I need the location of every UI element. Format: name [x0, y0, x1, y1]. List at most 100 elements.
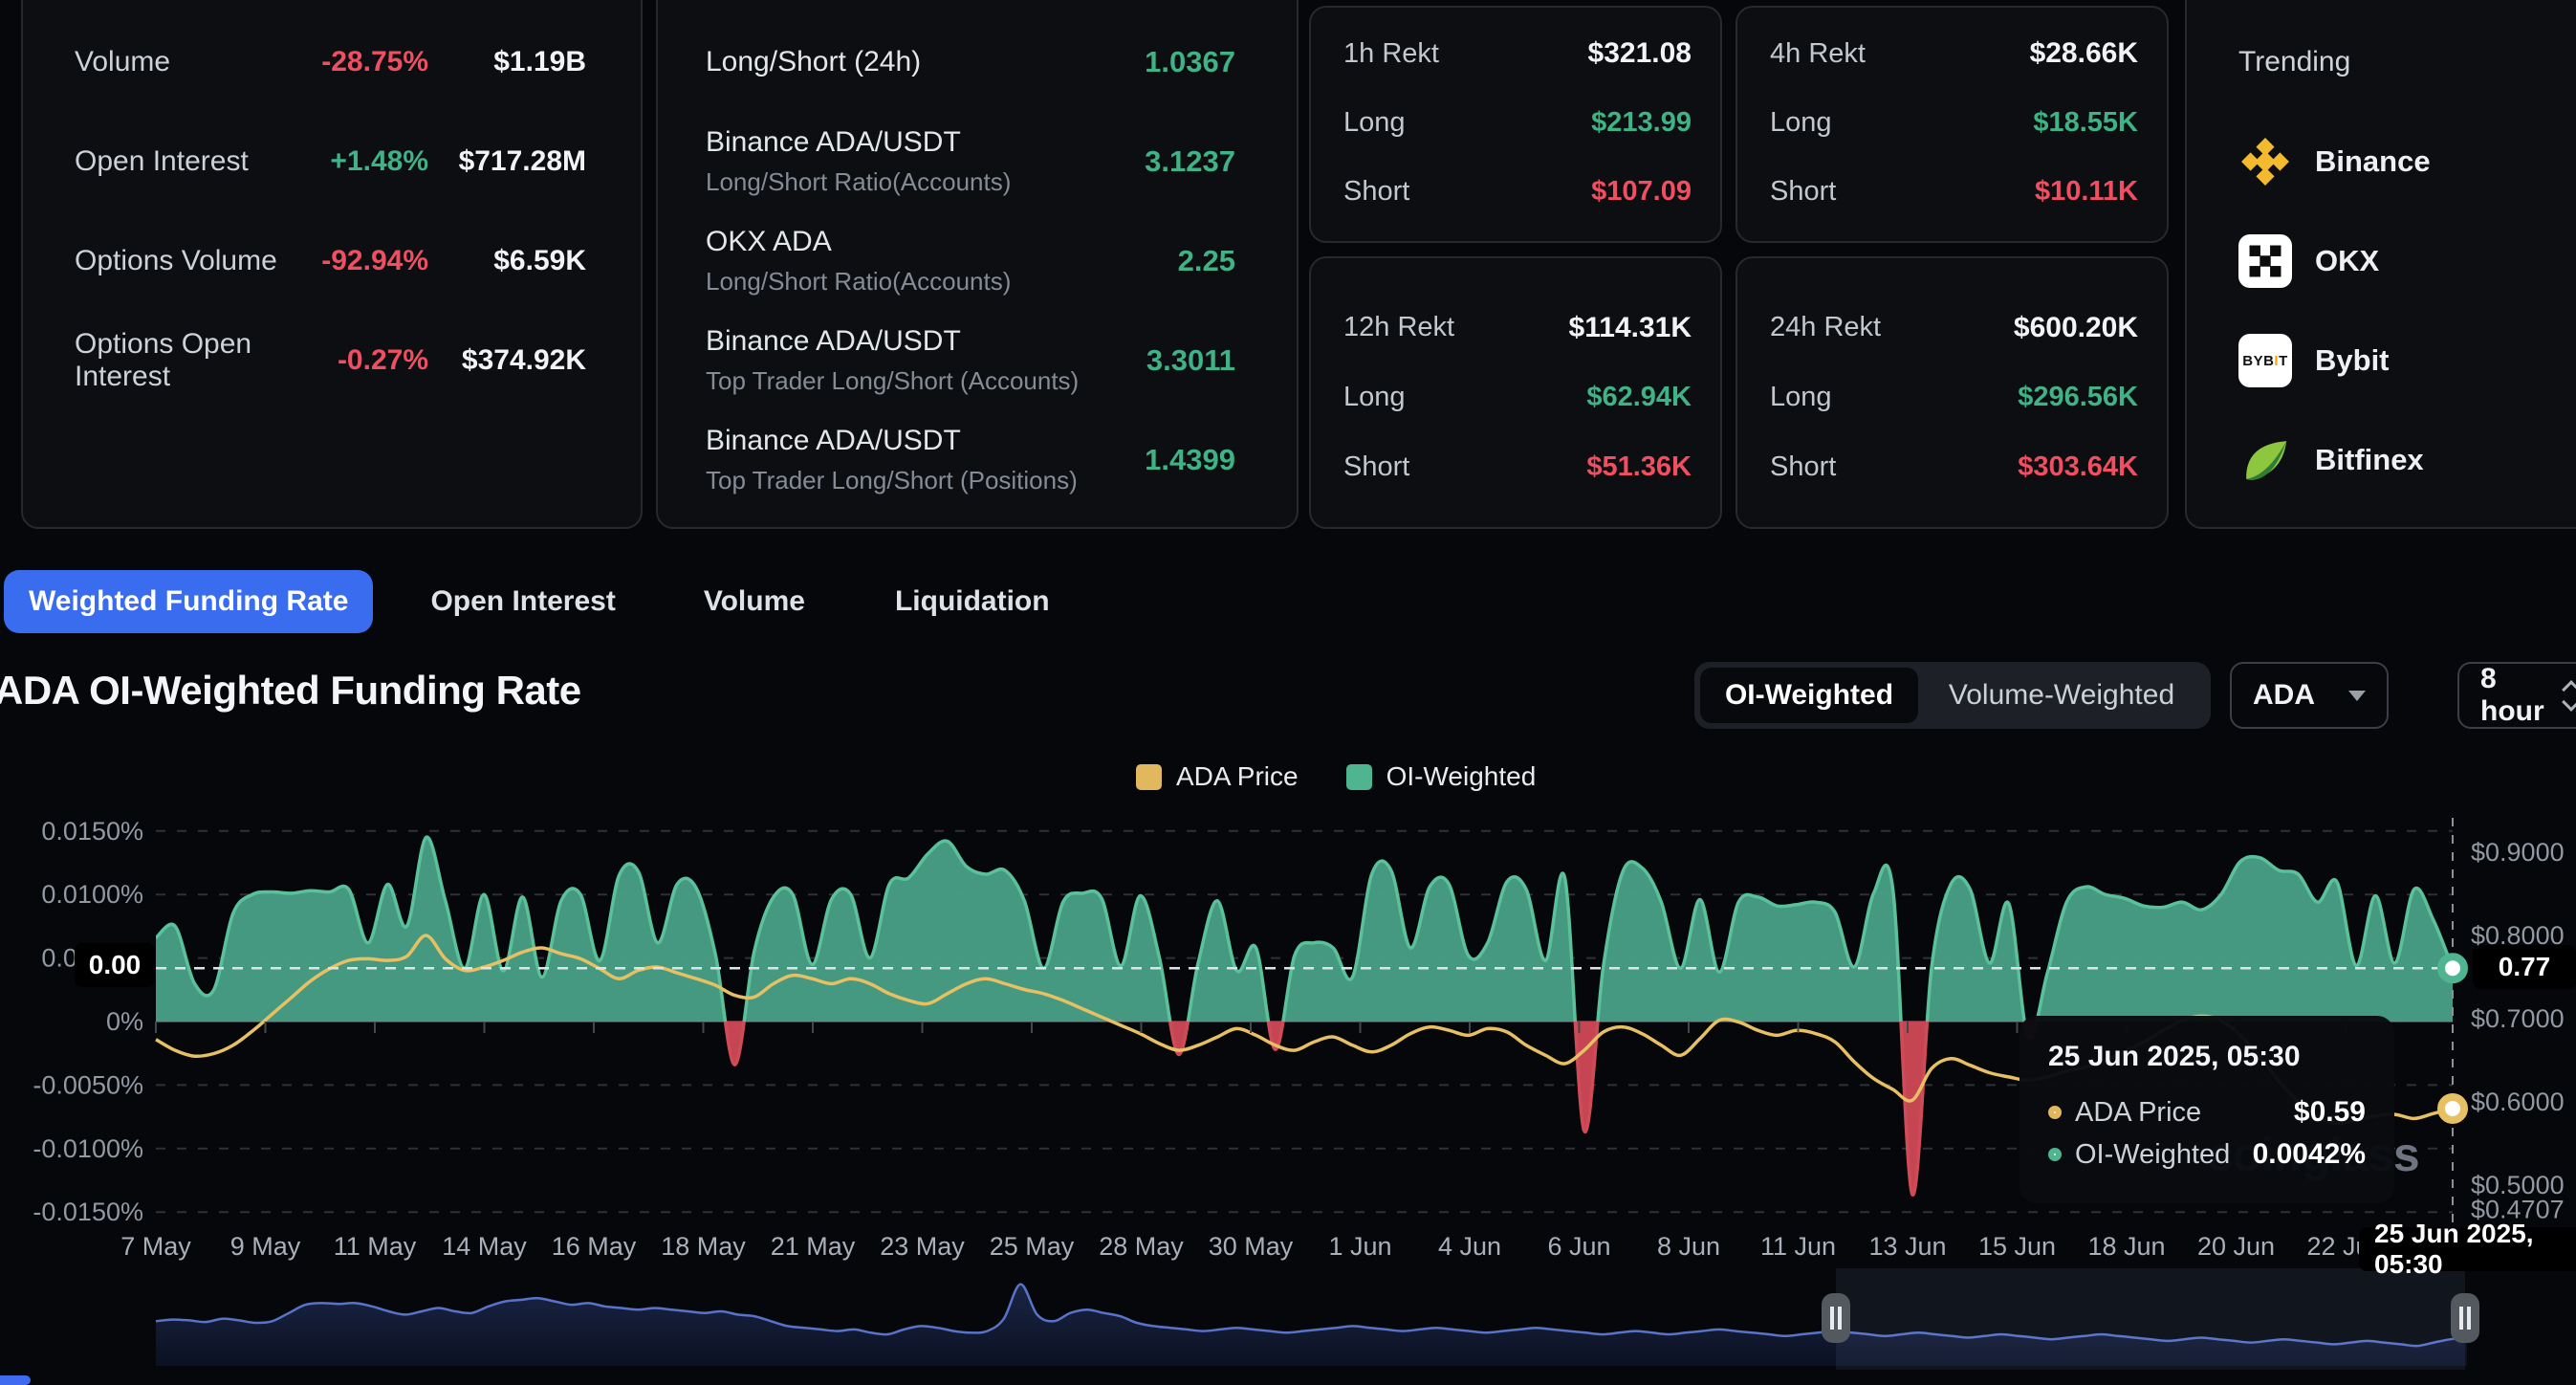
rekt-title: 12h Rekt	[1343, 312, 1455, 342]
rekt-4h-card: 4h Rekt $28.66K Long $18.55K Short $10.11K	[1736, 6, 2169, 243]
stat-label: Options Volume	[75, 245, 277, 276]
x-axis-tick: 14 May	[442, 1232, 527, 1261]
x-axis-tick: 18 Jun	[2087, 1232, 2165, 1261]
x-axis-tick: 11 Jun	[1760, 1232, 1836, 1261]
x-axis-tick: 11 May	[334, 1232, 417, 1261]
rekt-title: 1h Rekt	[1343, 37, 1439, 69]
interval-select-value: 8 hour	[2480, 663, 2544, 727]
right-axis-tick: $0.5000	[2471, 1171, 2565, 1199]
rekt-short-row: Short $107.09	[1343, 157, 1692, 226]
ratio-value: 3.1237	[1145, 144, 1235, 178]
stat-row: Options Open Interest -0.27% $374.92K	[75, 311, 586, 410]
x-axis-tick: 8 Jun	[1657, 1232, 1720, 1261]
ratio-title: Binance ADA/USDT	[706, 425, 961, 456]
x-axis-tick: 1 Jun	[1328, 1232, 1391, 1261]
trending-item-binance[interactable]: Binance	[2238, 112, 2565, 211]
tab-weighted-funding-rate[interactable]: Weighted Funding Rate	[4, 570, 374, 633]
tooltip-price-label: ADA Price	[2075, 1096, 2202, 1128]
trending-item-label: Bybit	[2315, 343, 2390, 377]
ratio-row: Binance ADA/USDT Top Trader Long/Short (P…	[706, 410, 1235, 510]
right-axis-tick: $0.7000	[2471, 1004, 2565, 1033]
rekt-short-key: Short	[1770, 175, 1837, 207]
drag-handle[interactable]	[2451, 1293, 2479, 1343]
rekt-total: $600.20K	[2013, 311, 2138, 343]
toggle-oi-weighted[interactable]: OI-Weighted	[1700, 668, 1918, 723]
x-axis-tick: 20 Jun	[2197, 1232, 2275, 1261]
x-axis-tick: 15 Jun	[1978, 1232, 2056, 1261]
rekt-short-value: $303.64K	[2018, 451, 2138, 482]
tab-open-interest[interactable]: Open Interest	[430, 585, 616, 617]
ratio-subtitle: Long/Short Ratio(Accounts)	[706, 267, 1012, 296]
tab-volume[interactable]: Volume	[703, 585, 805, 617]
chart-title: ADA OI-Weighted Funding Rate	[0, 668, 581, 713]
tooltip-price-value: $0.59	[2293, 1096, 2366, 1128]
stat-row: Volume -28.75% $1.19B	[75, 12, 586, 112]
rekt-short-key: Short	[1770, 451, 1837, 482]
rekt-short-value: $107.09	[1591, 175, 1692, 207]
price-hover-dot	[2437, 1092, 2468, 1124]
navigator-selection[interactable]	[1836, 1268, 2465, 1370]
rekt-long-value: $296.56K	[2018, 382, 2138, 412]
ratio-titles: Binance ADA/USDT Top Trader Long/Short (P…	[706, 425, 1145, 495]
rekt-long-value: $213.99	[1591, 106, 1692, 138]
symbol-select[interactable]: ADA	[2230, 662, 2389, 729]
long-short-ratio-card: Long/Short (24h) 1.0367 Binance ADA/USDT Lo…	[656, 0, 1299, 529]
handle-grip-icon	[2459, 1307, 2463, 1330]
trending-item-bitfinex[interactable]: Bitfinex	[2238, 410, 2565, 510]
funding-hover-dot	[2437, 953, 2468, 984]
x-axis-tick: 4 Jun	[1438, 1232, 1501, 1261]
crosshair-right-label: 0.77	[2473, 945, 2576, 989]
rekt-12h-card: 12h Rekt $114.31K Long $62.94K Short $51.36K	[1309, 256, 1722, 529]
handle-grip-icon	[1838, 1307, 1842, 1330]
left-axis-tick: -0.0150%	[33, 1198, 143, 1226]
x-axis-tick: 7 May	[120, 1232, 191, 1261]
ratio-titles: OKX ADA Long/Short Ratio(Accounts)	[706, 226, 1178, 297]
horizontal-scrollbar-thumb[interactable]	[0, 1375, 31, 1385]
rekt-long-row: Long $296.56K	[1770, 363, 2138, 432]
interval-select[interactable]: 8 hour	[2457, 662, 2576, 729]
price-marker-icon	[2048, 1106, 2062, 1119]
x-axis-tick: 18 May	[661, 1232, 746, 1261]
rekt-long-key: Long	[1770, 382, 1832, 412]
legend-label: OI-Weighted	[1386, 761, 1537, 791]
trending-item-bybit[interactable]: BYBIT Bybit	[2238, 311, 2565, 410]
ratio-value: 2.25	[1177, 244, 1235, 277]
x-axis-tick: 21 May	[771, 1232, 856, 1261]
bybit-icon: BYBIT	[2238, 334, 2292, 387]
rekt-long-key: Long	[1343, 106, 1406, 138]
chart-tooltip: 25 Jun 2025, 05:30 ADA Price $0.59 OI-We…	[2019, 1016, 2394, 1203]
rekt-title-row: 1h Rekt $321.08	[1343, 19, 1692, 88]
trending-card: Trending Binance OKX BYBIT Bybit Bitfinex	[2185, 0, 2576, 529]
rekt-short-row: Short $10.11K	[1770, 157, 2138, 226]
ratio-title: Long/Short (24h)	[706, 46, 922, 77]
tab-liquidation[interactable]: Liquidation	[894, 585, 1050, 617]
weighting-toggle: OI-Weighted Volume-Weighted	[1694, 662, 2211, 729]
navigator-area[interactable]	[156, 1284, 2467, 1366]
rekt-long-value: $18.55K	[2033, 106, 2138, 138]
rekt-long-row: Long $213.99	[1343, 88, 1692, 157]
x-axis-tick: 16 May	[552, 1232, 637, 1261]
navigator-handle-left[interactable]	[1822, 1293, 1850, 1343]
rekt-long-value: $62.94K	[1586, 382, 1692, 412]
trending-item-okx[interactable]: OKX	[2238, 211, 2565, 311]
x-axis-tick: 6 Jun	[1547, 1232, 1610, 1261]
x-axis-tick: 9 May	[230, 1232, 301, 1261]
ratio-titles: Long/Short (24h)	[706, 46, 1145, 78]
ratio-title: OKX ADA	[706, 226, 832, 257]
legend-item-ada-price[interactable]: ADA Price	[1136, 761, 1299, 792]
legend-item-oi-weighted[interactable]: OI-Weighted	[1345, 761, 1537, 792]
drag-handle[interactable]	[1822, 1293, 1850, 1343]
left-axis-tick: -0.0050%	[33, 1070, 143, 1099]
ratio-titles: Binance ADA/USDT Top Trader Long/Short (A…	[706, 325, 1146, 396]
tooltip-funding-value: 0.0042%	[2252, 1138, 2366, 1170]
rekt-total: $114.31K	[1568, 311, 1692, 343]
bybit-icon-wrap: BYBIT	[2238, 334, 2292, 387]
rekt-short-key: Short	[1343, 175, 1410, 207]
toggle-volume-weighted[interactable]: Volume-Weighted	[1948, 679, 2175, 711]
navigator-handle-right[interactable]	[2451, 1293, 2479, 1343]
okx-icon-wrap	[2238, 234, 2292, 288]
tooltip-funding-label: OI-Weighted	[2075, 1138, 2231, 1170]
bitfinex-icon	[2246, 441, 2287, 480]
stat-label: Volume	[75, 46, 171, 77]
rekt-title: 4h Rekt	[1770, 37, 1866, 69]
